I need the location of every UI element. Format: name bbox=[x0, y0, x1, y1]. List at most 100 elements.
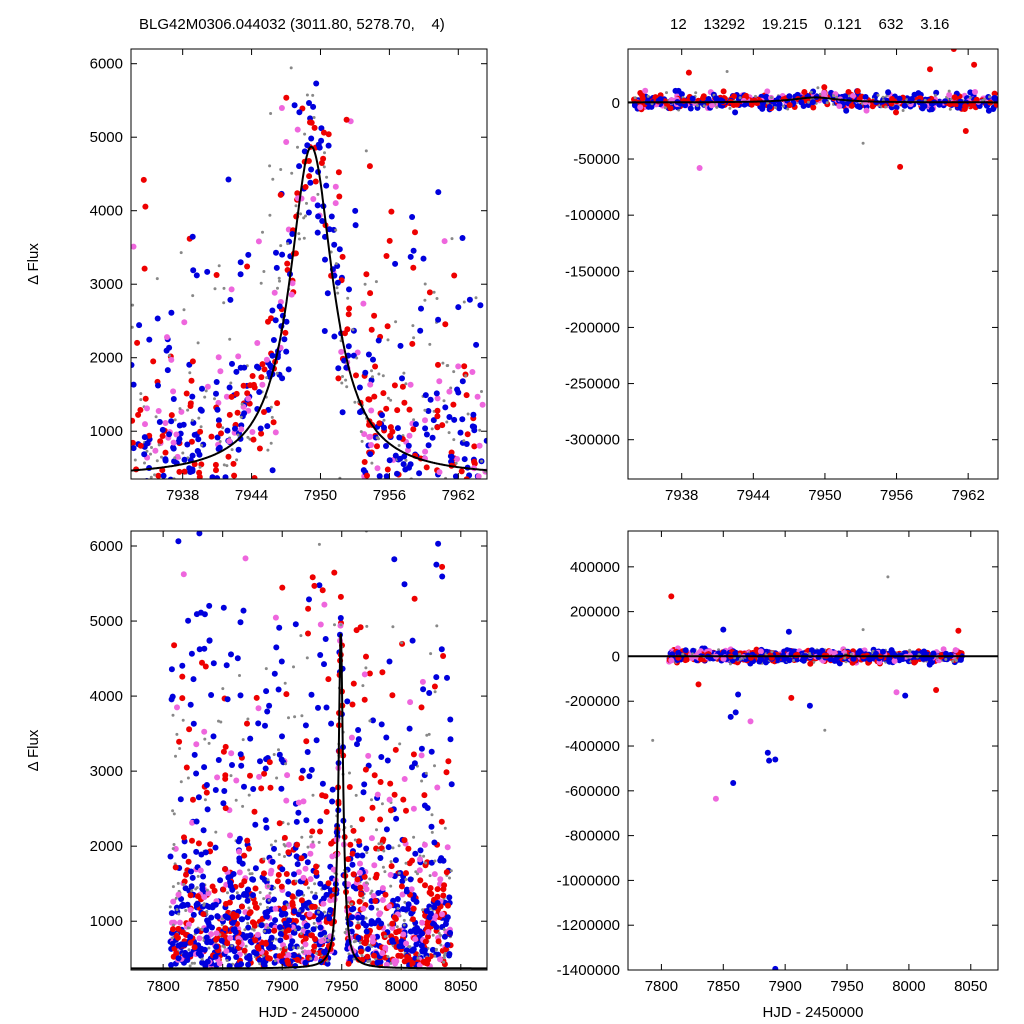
data-point bbox=[200, 957, 204, 961]
data-point bbox=[188, 650, 195, 657]
data-point bbox=[312, 894, 319, 901]
data-point bbox=[204, 389, 208, 393]
data-point bbox=[199, 385, 205, 392]
data-point bbox=[441, 933, 448, 940]
data-point bbox=[354, 741, 360, 748]
data-point bbox=[386, 396, 390, 400]
data-point bbox=[205, 890, 212, 897]
data-point bbox=[250, 436, 257, 443]
data-point bbox=[757, 656, 764, 663]
data-point bbox=[430, 813, 434, 817]
data-point bbox=[356, 529, 362, 535]
data-point bbox=[218, 440, 222, 443]
data-point bbox=[349, 825, 353, 828]
data-point bbox=[283, 855, 286, 858]
data-point bbox=[200, 443, 203, 447]
data-point bbox=[235, 894, 242, 901]
x-tick-label: 8000 bbox=[385, 978, 418, 995]
data-point bbox=[175, 955, 182, 962]
data-point bbox=[401, 776, 408, 782]
data-point bbox=[241, 878, 248, 885]
data-point bbox=[404, 905, 411, 912]
data-point bbox=[417, 856, 423, 863]
data-point bbox=[376, 910, 383, 917]
data-point bbox=[240, 402, 244, 406]
data-point bbox=[172, 923, 175, 927]
data-point bbox=[277, 930, 284, 937]
data-point bbox=[213, 287, 217, 291]
data-point bbox=[309, 574, 316, 581]
data-point bbox=[300, 798, 307, 805]
outlier-point bbox=[955, 627, 962, 634]
data-point bbox=[881, 95, 885, 99]
data-point bbox=[170, 953, 177, 960]
data-point bbox=[299, 634, 303, 638]
data-point bbox=[298, 855, 305, 862]
data-point bbox=[226, 411, 233, 418]
data-point bbox=[446, 894, 453, 901]
data-point bbox=[425, 733, 429, 737]
data-point bbox=[244, 897, 251, 904]
data-point bbox=[141, 265, 148, 272]
data-point bbox=[233, 777, 240, 784]
data-point bbox=[181, 451, 185, 455]
data-point bbox=[329, 786, 336, 793]
data-point bbox=[432, 290, 436, 294]
data-point bbox=[171, 885, 175, 889]
data-point bbox=[375, 436, 379, 440]
data-point bbox=[272, 753, 276, 756]
data-point bbox=[305, 630, 311, 637]
data-point bbox=[450, 401, 457, 408]
data-point bbox=[154, 315, 161, 322]
data-point bbox=[471, 427, 478, 434]
data-point bbox=[786, 107, 790, 111]
data-point bbox=[171, 847, 175, 851]
data-point bbox=[146, 480, 149, 483]
data-point bbox=[254, 931, 261, 938]
data-point bbox=[190, 418, 194, 422]
data-point bbox=[422, 417, 428, 424]
data-point bbox=[296, 109, 303, 116]
data-point bbox=[443, 826, 447, 830]
data-point bbox=[306, 596, 312, 603]
data-point bbox=[281, 905, 288, 912]
data-point bbox=[379, 412, 385, 419]
plot-frame bbox=[627, 530, 999, 971]
data-point bbox=[720, 649, 727, 656]
data-point bbox=[426, 690, 433, 696]
data-point bbox=[235, 446, 242, 453]
data-point bbox=[251, 808, 258, 815]
data-point bbox=[335, 286, 339, 290]
data-point bbox=[463, 441, 470, 447]
data-point bbox=[843, 656, 847, 660]
data-point bbox=[225, 464, 229, 468]
data-point bbox=[418, 942, 425, 949]
data-point bbox=[361, 781, 368, 788]
data-point bbox=[317, 840, 321, 844]
data-point bbox=[216, 492, 222, 498]
data-point bbox=[338, 491, 344, 497]
data-point bbox=[335, 365, 342, 372]
data-point bbox=[412, 936, 419, 943]
data-point bbox=[637, 90, 644, 96]
data-point bbox=[270, 503, 276, 509]
data-point bbox=[310, 196, 317, 202]
data-point bbox=[687, 105, 694, 112]
data-point bbox=[262, 270, 266, 273]
data-point bbox=[668, 657, 675, 664]
data-point bbox=[323, 808, 330, 815]
x-tick-label: 7938 bbox=[665, 487, 698, 504]
data-point bbox=[157, 438, 164, 445]
data-point bbox=[213, 930, 220, 937]
data-point bbox=[233, 954, 240, 960]
data-point bbox=[379, 885, 386, 892]
panel-top-left: 7938 7944 7950 7956 796210002000300040005000… bbox=[25, 48, 488, 535]
data-point bbox=[247, 735, 254, 742]
y-tick-label: -200000 bbox=[565, 319, 620, 336]
data-point bbox=[444, 476, 448, 479]
data-point bbox=[416, 482, 422, 488]
data-point bbox=[176, 881, 180, 885]
data-point bbox=[170, 898, 177, 905]
data-point bbox=[330, 866, 337, 873]
data-point bbox=[241, 738, 245, 742]
